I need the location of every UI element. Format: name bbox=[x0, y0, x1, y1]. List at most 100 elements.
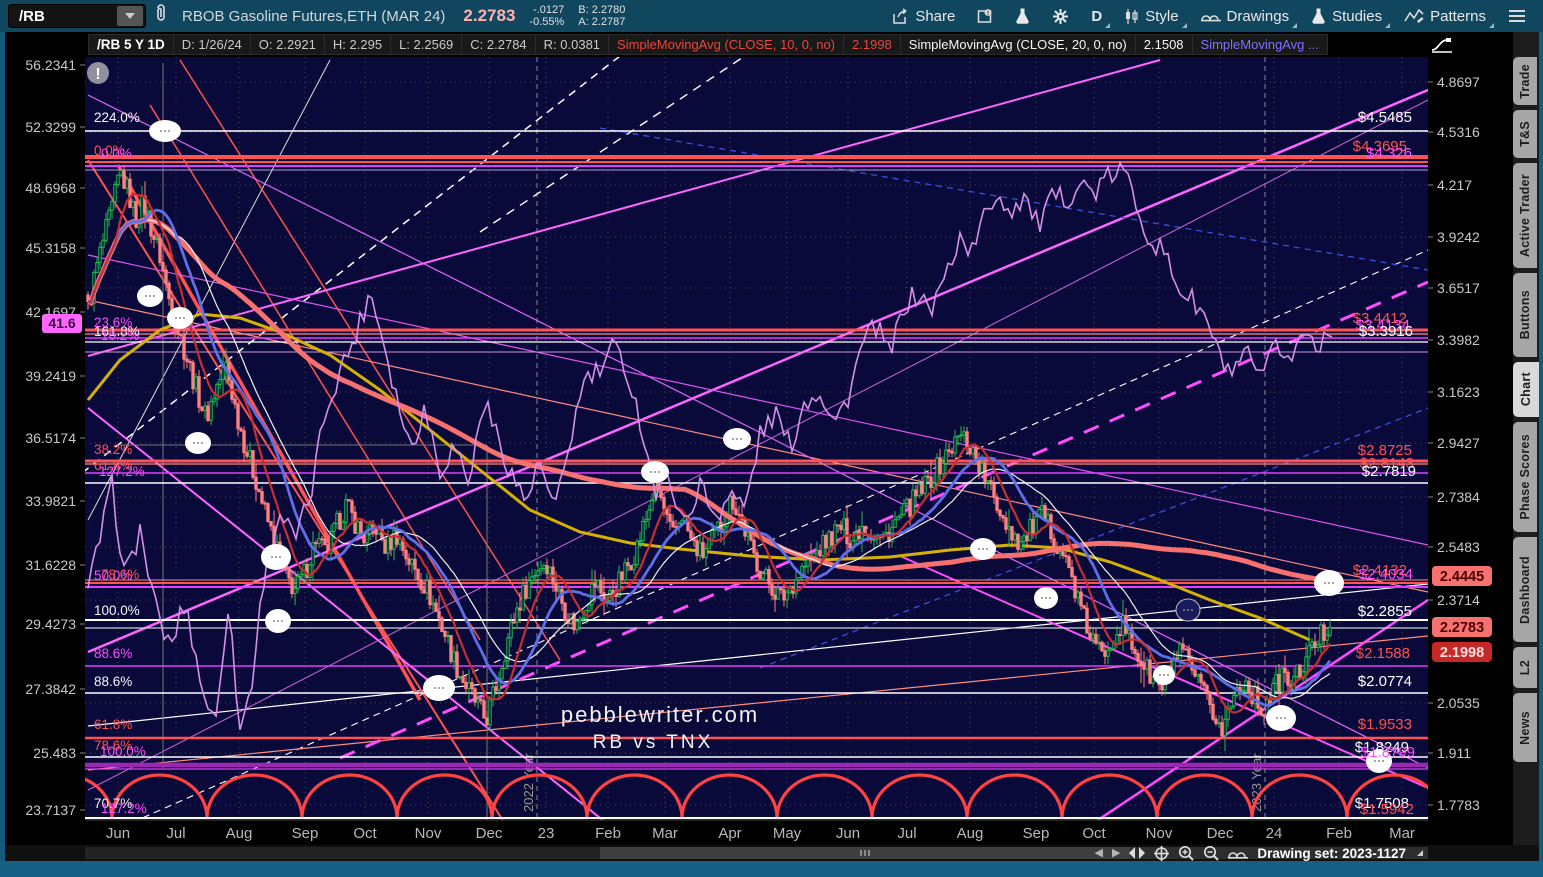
corner-triangle bbox=[1105, 23, 1111, 28]
corner-triangle bbox=[1292, 23, 1298, 28]
fib-labels: 224.0%0.0%0.0%23.6%161.8%16.2%38.2%61.8%… bbox=[94, 110, 147, 816]
svg-text:4.8697: 4.8697 bbox=[1437, 74, 1480, 90]
time-tick: Dec bbox=[1207, 825, 1234, 842]
sma20-value: 2.1508 bbox=[1136, 35, 1193, 54]
svg-text:2.7384: 2.7384 bbox=[1437, 489, 1480, 505]
page-right-arrow[interactable]: ▶ bbox=[1111, 847, 1121, 859]
svg-text:$1.8799: $1.8799 bbox=[1361, 744, 1415, 761]
time-scrollbar[interactable] bbox=[85, 847, 1428, 859]
svg-text:$4.326: $4.326 bbox=[1366, 145, 1412, 162]
page-left-arrow[interactable]: ◀ bbox=[1094, 847, 1103, 859]
sma10-line bbox=[87, 192, 1331, 714]
right-tab-strip: Trade T&S Active Trader Buttons Chart Phase S… bbox=[1513, 32, 1539, 877]
series-label[interactable]: /RB 5 Y 1D bbox=[89, 35, 174, 54]
time-tick: Jul bbox=[897, 825, 916, 842]
corner-triangle bbox=[1385, 23, 1391, 28]
menu-button[interactable] bbox=[1497, 0, 1537, 32]
svg-text:$1.9533: $1.9533 bbox=[1358, 716, 1412, 733]
ohlc-field: O: 2.2921 bbox=[251, 35, 325, 54]
side-tab-label: Dashboard bbox=[1518, 555, 1532, 624]
time-tick: 24 bbox=[1266, 825, 1283, 842]
window-left-edge bbox=[0, 32, 5, 861]
style-button[interactable]: Style bbox=[1113, 0, 1189, 32]
svg-text:127.2%: 127.2% bbox=[99, 464, 145, 479]
symbol-dropdown-button[interactable] bbox=[117, 6, 143, 26]
time-tick: Jun bbox=[106, 825, 130, 842]
svg-text:3.3982: 3.3982 bbox=[1437, 332, 1480, 348]
drawings-waves-icon bbox=[1200, 15, 1221, 22]
side-tab-phase-scores[interactable]: Phase Scores bbox=[1513, 422, 1537, 532]
svg-text:3.1623: 3.1623 bbox=[1437, 384, 1480, 400]
time-tick: May bbox=[773, 825, 802, 842]
scrollbar-thumb[interactable] bbox=[600, 847, 1130, 859]
zoom-out-icon[interactable] bbox=[1203, 845, 1220, 861]
crosshair-target-icon[interactable] bbox=[1154, 845, 1170, 861]
time-tick: Jun bbox=[836, 825, 860, 842]
svg-text:88.6%: 88.6% bbox=[94, 674, 132, 689]
side-tab-buttons[interactable]: Buttons bbox=[1513, 273, 1537, 357]
svg-text:45.3158: 45.3158 bbox=[25, 240, 76, 256]
zoom-in-icon[interactable] bbox=[1178, 845, 1195, 861]
share-icon bbox=[893, 7, 907, 24]
drawing-set-icon[interactable] bbox=[1228, 847, 1249, 860]
side-tab-label: T&S bbox=[1518, 121, 1532, 147]
side-tab-chart[interactable]: Chart bbox=[1513, 362, 1539, 417]
svg-text:$2.7819: $2.7819 bbox=[1362, 463, 1416, 480]
yellow-ma-line bbox=[86, 312, 1311, 642]
svg-text:52.3299: 52.3299 bbox=[25, 119, 76, 135]
link-channel-icon[interactable] bbox=[154, 3, 168, 29]
studies-button[interactable]: Studies bbox=[1300, 0, 1393, 32]
sma20-line bbox=[87, 208, 1332, 707]
time-tick: Jul bbox=[166, 825, 185, 842]
side-tab-trade[interactable]: Trade bbox=[1513, 57, 1537, 105]
svg-text:0.0%: 0.0% bbox=[94, 143, 125, 158]
side-tab-l2[interactable]: L2 bbox=[1513, 647, 1537, 688]
side-tab-label: L2 bbox=[1518, 659, 1532, 676]
ohlc-field: R: 0.0381 bbox=[536, 35, 610, 54]
chart-canvas[interactable]: 2022 Year 2023 Year! 224.0% 0.0%0.0% 23.6%16… bbox=[0, 57, 1513, 845]
sma20-study-label[interactable]: SimpleMovingAvg (CLOSE, 20, 0, no) bbox=[901, 35, 1136, 54]
time-tick: Feb bbox=[1326, 825, 1352, 842]
svg-text:$2.8725: $2.8725 bbox=[1358, 442, 1412, 459]
corner-triangle bbox=[1489, 23, 1494, 28]
svg-text:!: ! bbox=[95, 66, 100, 83]
svg-text:$3.3916: $3.3916 bbox=[1359, 323, 1413, 340]
gear-icon bbox=[1053, 8, 1069, 24]
study-quick-icon[interactable] bbox=[1429, 35, 1455, 54]
analyze-button[interactable] bbox=[1004, 0, 1041, 32]
svg-text:100.0%: 100.0% bbox=[94, 603, 140, 618]
settings-button[interactable] bbox=[1041, 0, 1080, 32]
bottom-scroll-row: ◀ ▶ Drawing set: 2023-1127 bbox=[0, 845, 1543, 861]
time-tick: Oct bbox=[1082, 825, 1106, 842]
share-button[interactable]: Share bbox=[881, 0, 966, 32]
timeframe-button[interactable]: D bbox=[1080, 0, 1113, 32]
symbol-input[interactable]: /RB bbox=[8, 4, 146, 28]
expand-horizontal-icon[interactable] bbox=[1129, 847, 1146, 859]
svg-text:$4.3695: $4.3695 bbox=[1353, 138, 1407, 155]
side-tab-news[interactable]: News bbox=[1513, 693, 1537, 762]
drawing-set-label[interactable]: Drawing set: 2023-1127 bbox=[1257, 845, 1406, 861]
side-tab-label: Chart bbox=[1519, 372, 1533, 407]
chart-header: /RB 5 Y 1D SimpleMovingAvg (CLOSE, 10, 0… bbox=[0, 32, 1543, 57]
sma10-study-label[interactable]: SimpleMovingAvg (CLOSE, 10, 0, no) bbox=[609, 35, 845, 54]
side-tab-t-s[interactable]: T&S bbox=[1513, 110, 1537, 158]
svg-text:!: ! bbox=[987, 11, 989, 17]
svg-text:78.6%: 78.6% bbox=[101, 567, 139, 582]
warning-icon: ! bbox=[87, 62, 109, 84]
alerts-button[interactable]: ! bbox=[966, 0, 1004, 32]
svg-text:224.0%: 224.0% bbox=[94, 110, 140, 125]
drawings-button[interactable]: Drawings bbox=[1190, 0, 1301, 32]
side-tab-active-trader[interactable]: Active Trader bbox=[1513, 163, 1537, 268]
ohlc-field: L: 2.2569 bbox=[391, 35, 463, 54]
trendlines bbox=[85, 57, 1428, 820]
svg-text:39.2419: 39.2419 bbox=[25, 368, 76, 384]
chevron-down-icon bbox=[125, 13, 135, 19]
side-tab-dashboard[interactable]: Dashboard bbox=[1513, 537, 1537, 642]
price-level-labels: $4.5485 $4.3695$4.326 $3.4412$3.4134$3.391… bbox=[1353, 109, 1416, 818]
sma-more-label[interactable]: SimpleMovingAvg ... bbox=[1200, 37, 1319, 52]
price-change: -.0127 -0.55% bbox=[529, 4, 565, 28]
svg-text:50.0%: 50.0% bbox=[94, 568, 132, 583]
svg-text:2.0535: 2.0535 bbox=[1437, 695, 1480, 711]
ohlc-field: H: 2.295 bbox=[325, 35, 392, 54]
patterns-button[interactable]: Patterns bbox=[1393, 0, 1497, 32]
